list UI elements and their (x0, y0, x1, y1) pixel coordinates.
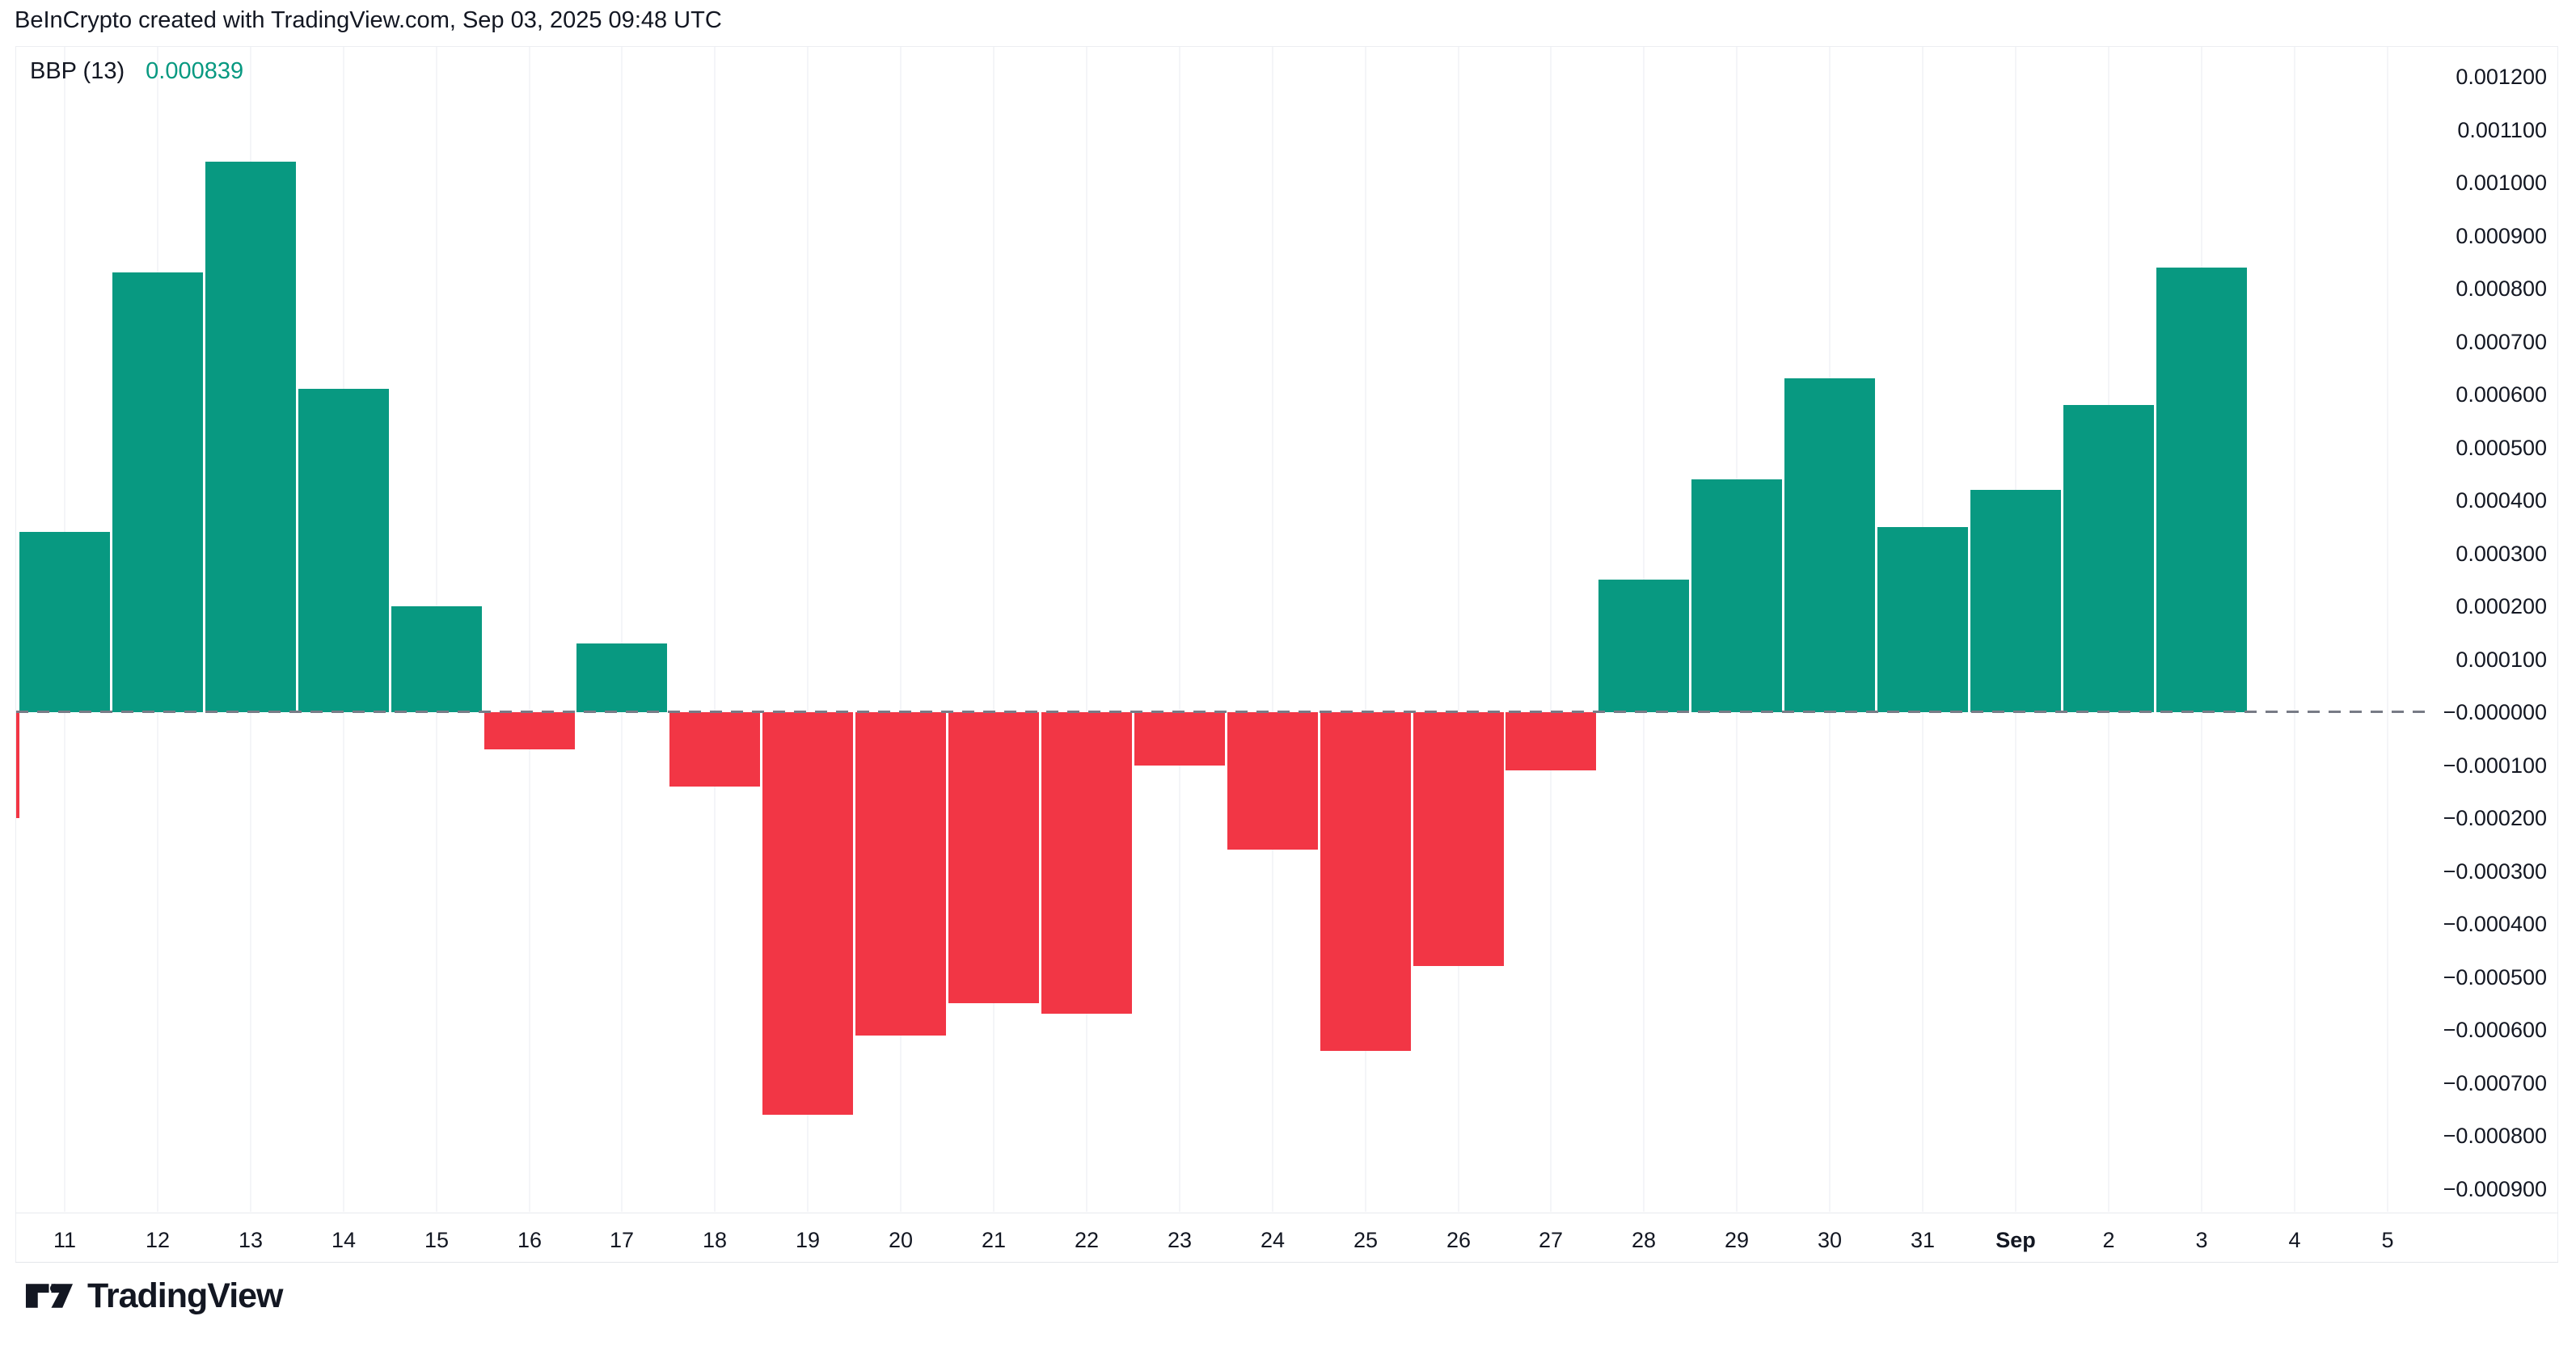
bar-25[interactable] (1320, 712, 1411, 1051)
bar-24[interactable] (1227, 712, 1318, 850)
time-tick-label-13: 13 (238, 1228, 264, 1252)
vertical-gridline (900, 47, 902, 1212)
vertical-gridline (529, 47, 530, 1212)
vertical-gridline (2294, 47, 2295, 1212)
time-tick-label-12: 12 (145, 1228, 171, 1252)
price-tick-label: −0.000700 (2443, 1071, 2547, 1095)
vertical-gridline (1272, 47, 1273, 1212)
price-tick-label: 0.001200 (2456, 65, 2547, 89)
vertical-gridline (621, 47, 623, 1212)
vertical-gridline (714, 47, 716, 1212)
bar-26[interactable] (1413, 712, 1504, 966)
bar-14[interactable] (298, 389, 389, 712)
zero-dashed-line (16, 711, 2426, 713)
tradingview-logo-icon (25, 1284, 74, 1308)
time-tick-label-25: 25 (1353, 1228, 1379, 1252)
time-tick-label-14: 14 (331, 1228, 357, 1252)
vertical-gridline (1086, 47, 1087, 1212)
price-tick-label: −0.000200 (2443, 806, 2547, 830)
brand-name: TradingView (87, 1276, 283, 1315)
time-tick-label-Sep: Sep (1995, 1228, 2036, 1252)
indicator-value: 0.000839 (146, 58, 244, 84)
time-tick-label-5: 5 (2381, 1228, 2394, 1252)
bar-29[interactable] (1691, 479, 1782, 712)
bar-15[interactable] (391, 606, 482, 712)
price-tick-label: −0.000100 (2443, 753, 2547, 778)
vertical-gridline (1550, 47, 1552, 1212)
time-tick-label-28: 28 (1631, 1228, 1657, 1252)
bar-21[interactable] (948, 712, 1039, 1003)
price-tick-label: −0.000300 (2443, 859, 2547, 884)
time-tick-label-18: 18 (702, 1228, 728, 1252)
time-axis-bottom-border (15, 1262, 2558, 1263)
bar-12[interactable] (112, 272, 203, 712)
bar-27[interactable] (1505, 712, 1596, 770)
time-tick-label-15: 15 (424, 1228, 450, 1252)
bar-11[interactable] (19, 532, 110, 712)
price-tick-label: −0.000600 (2443, 1018, 2547, 1042)
time-tick-label-22: 22 (1074, 1228, 1100, 1252)
price-tick-label: −0.000400 (2443, 912, 2547, 936)
time-tick-label-23: 23 (1167, 1228, 1193, 1252)
price-tick-label: 0.000700 (2456, 330, 2547, 354)
price-tick-label: 0.000200 (2456, 594, 2547, 618)
time-tick-label-2: 2 (2102, 1228, 2115, 1252)
time-tick-label-4: 4 (2288, 1228, 2301, 1252)
vertical-gridline (1365, 47, 1366, 1212)
bar-18[interactable] (669, 712, 760, 787)
indicator-legend[interactable]: BBP (13) 0.000839 (30, 57, 243, 85)
bar-3[interactable] (2156, 268, 2247, 712)
attribution-text: BeInCrypto created with TradingView.com,… (15, 7, 722, 33)
price-tick-label: 0.000300 (2456, 542, 2547, 566)
price-tick-label: −0.000800 (2443, 1124, 2547, 1148)
time-tick-label-21: 21 (981, 1228, 1007, 1252)
vertical-gridline (2387, 47, 2388, 1212)
bar-16[interactable] (484, 712, 575, 749)
price-tick-label: 0.000600 (2456, 382, 2547, 407)
indicator-name: BBP (13) (30, 58, 125, 84)
bar-Sep[interactable] (1970, 490, 2061, 712)
bar-23[interactable] (1134, 712, 1225, 766)
vertical-gridline (1458, 47, 1459, 1212)
price-tick-label: −0.000000 (2443, 700, 2547, 724)
bar-28[interactable] (1598, 580, 1689, 712)
bar-2[interactable] (2063, 405, 2154, 712)
time-tick-label-24: 24 (1260, 1228, 1286, 1252)
bar-22[interactable] (1041, 712, 1132, 1014)
price-tick-label: 0.000100 (2456, 648, 2547, 672)
price-tick-label: −0.000900 (2443, 1177, 2547, 1201)
price-tick-label: −0.000500 (2443, 965, 2547, 989)
vertical-gridline (807, 47, 809, 1212)
time-tick-label-11: 11 (53, 1228, 77, 1252)
time-tick-label-26: 26 (1446, 1228, 1472, 1252)
bar-13[interactable] (205, 162, 296, 712)
time-tick-label-16: 16 (517, 1228, 543, 1252)
price-tick-label: 0.000800 (2456, 276, 2547, 301)
bar-31[interactable] (1877, 527, 1968, 712)
time-tick-label-27: 27 (1538, 1228, 1564, 1252)
time-tick-label-17: 17 (609, 1228, 635, 1252)
bar-20[interactable] (855, 712, 946, 1036)
price-tick-label: 0.001100 (2457, 118, 2547, 142)
time-tick-label-30: 30 (1817, 1228, 1843, 1252)
bar-17[interactable] (576, 643, 667, 712)
price-tick-label: 0.000900 (2456, 224, 2547, 248)
bar-30[interactable] (1784, 378, 1875, 712)
bar-clipped-left[interactable] (16, 712, 19, 818)
price-tick-label: 0.000400 (2456, 488, 2547, 513)
price-tick-label: 0.000500 (2456, 436, 2547, 460)
time-tick-label-19: 19 (795, 1228, 821, 1252)
time-tick-label-29: 29 (1724, 1228, 1750, 1252)
tradingview-brand[interactable]: TradingView (24, 1272, 283, 1319)
time-tick-label-20: 20 (888, 1228, 914, 1252)
vertical-gridline (993, 47, 995, 1212)
bar-19[interactable] (762, 712, 853, 1115)
time-tick-label-3: 3 (2195, 1228, 2208, 1252)
vertical-gridline (1179, 47, 1180, 1212)
time-tick-label-31: 31 (1910, 1228, 1936, 1252)
price-tick-label: 0.001000 (2456, 171, 2547, 195)
